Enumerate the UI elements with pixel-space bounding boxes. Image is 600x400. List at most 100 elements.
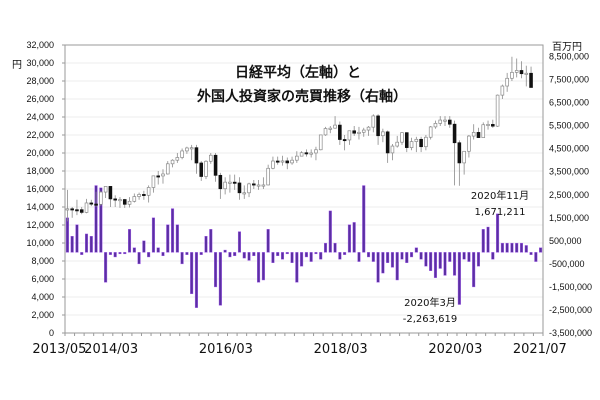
candle: [385, 131, 390, 154]
left-tick-label: 4,000: [31, 292, 54, 302]
candle: [304, 152, 309, 155]
bar: [137, 252, 141, 265]
candle: [295, 155, 299, 161]
bar: [185, 252, 189, 255]
bar: [123, 252, 127, 255]
annotation-peak-date: 2020年11月: [471, 189, 529, 202]
candle: [381, 131, 385, 137]
bar: [386, 252, 390, 263]
bar: [257, 252, 261, 283]
bar: [156, 247, 160, 253]
bar: [352, 222, 356, 253]
candle: [481, 124, 486, 138]
left-tick-label: 2,000: [31, 310, 54, 320]
bar: [472, 252, 476, 288]
bar: [357, 252, 361, 262]
candle: [347, 130, 352, 141]
bar: [343, 252, 347, 255]
candle: [366, 126, 371, 131]
bar: [233, 252, 237, 257]
bar: [199, 252, 203, 255]
candle: [428, 126, 433, 138]
bar: [218, 252, 222, 306]
candle: [151, 175, 156, 188]
bar: [457, 252, 461, 305]
bar: [89, 236, 93, 253]
x-tick-label: 2020/03: [428, 342, 482, 357]
bar: [280, 252, 285, 260]
bar: [453, 252, 457, 276]
left-tick-label: 14,000: [26, 202, 54, 212]
bar: [414, 247, 418, 253]
bar: [319, 252, 323, 260]
bar: [214, 252, 218, 288]
left-tick-label: 16,000: [26, 184, 54, 194]
bar: [433, 252, 437, 278]
candle: [75, 209, 79, 212]
bar: [429, 252, 433, 271]
candle: [462, 150, 466, 164]
candle: [529, 72, 533, 88]
candle: [309, 152, 313, 155]
left-tick-label: 32,000: [26, 40, 54, 50]
bar: [328, 210, 332, 253]
candle: [514, 70, 519, 73]
candle: [94, 203, 98, 206]
bar: [266, 229, 270, 253]
candle: [89, 202, 94, 205]
candle: [376, 115, 380, 137]
bar: [519, 242, 524, 253]
chart-title-line-1: 日経平均（左軸）と: [235, 64, 361, 81]
foreign-investor-bars: [65, 185, 543, 308]
candle: [299, 152, 304, 157]
candle: [156, 175, 160, 178]
candle: [471, 132, 476, 137]
candle: [161, 173, 165, 177]
candle: [175, 157, 180, 161]
candle: [290, 159, 294, 164]
candle: [170, 159, 175, 165]
left-tick-label: 28,000: [26, 76, 54, 86]
candle: [79, 209, 84, 213]
bar: [515, 242, 519, 253]
nikkei-candlesticks: [65, 56, 533, 222]
bar: [161, 252, 165, 257]
candle: [237, 182, 242, 194]
bar: [395, 252, 399, 281]
candle: [108, 186, 113, 200]
bar: [84, 233, 89, 253]
candle: [228, 181, 232, 184]
candle: [404, 132, 409, 148]
bar: [448, 252, 452, 262]
right-tick-label: 7,500,000: [549, 75, 589, 85]
candle: [409, 141, 414, 148]
bar: [529, 252, 533, 255]
bar: [113, 252, 117, 258]
right-tick-label: 8,500,000: [549, 52, 589, 62]
candle: [99, 191, 103, 205]
bar: [261, 252, 265, 281]
bar: [94, 185, 98, 253]
candle: [247, 183, 251, 194]
left-tick-label: 12,000: [26, 220, 54, 230]
bar: [65, 217, 69, 253]
candle: [256, 184, 261, 187]
bar: [309, 252, 313, 262]
left-tick-label: 26,000: [26, 94, 54, 104]
bar: [400, 252, 404, 260]
bar: [223, 249, 227, 253]
x-tick-label: 2021/07: [513, 342, 567, 357]
x-tick-label: 2016/03: [199, 342, 253, 357]
bar: [128, 229, 132, 253]
candle: [342, 139, 347, 142]
bar: [75, 224, 79, 253]
bar: [462, 252, 466, 260]
right-tick-label: 500,000: [549, 236, 582, 246]
gridlines: [65, 62, 543, 316]
bar: [190, 252, 194, 295]
x-tick-label: 2014/03: [84, 342, 138, 357]
candle: [414, 138, 419, 142]
bar: [175, 224, 179, 253]
candle: [146, 187, 151, 196]
candle: [218, 174, 223, 190]
